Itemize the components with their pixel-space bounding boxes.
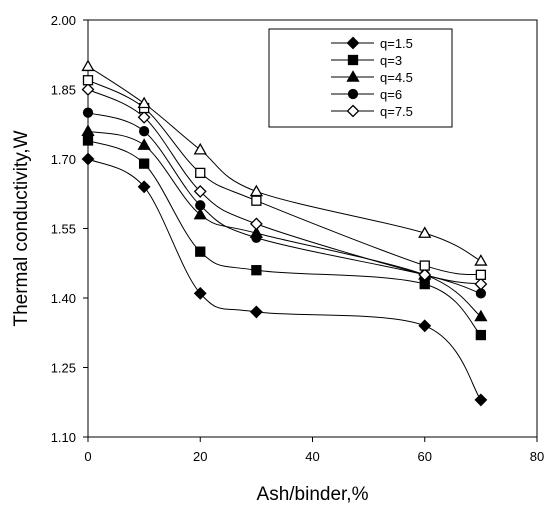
data-point-triangle-open bbox=[474, 254, 488, 266]
data-point-diamond-filled bbox=[474, 393, 488, 407]
data-point-diamond-open bbox=[81, 83, 95, 96]
legend-label: q=1.5 bbox=[380, 36, 413, 51]
series-layer bbox=[81, 59, 488, 407]
data-point-diamond-filled bbox=[418, 319, 432, 333]
legend-label: q=3 bbox=[380, 53, 402, 68]
x-tick-label: 40 bbox=[305, 449, 319, 464]
data-point-triangle-open bbox=[193, 142, 207, 155]
y-tick-label: 2.00 bbox=[51, 13, 76, 28]
data-point-square-open bbox=[475, 269, 487, 280]
x-tick-label: 20 bbox=[193, 449, 207, 464]
legend-box bbox=[268, 28, 453, 128]
data-point-triangle-open bbox=[249, 184, 263, 197]
data-point-square-filled bbox=[251, 265, 262, 276]
legend-label: q=6 bbox=[380, 87, 402, 102]
y-tick-label: 1.25 bbox=[51, 361, 76, 376]
data-point-triangle-open bbox=[418, 226, 432, 238]
data-point-triangle-filled bbox=[193, 207, 207, 220]
legend-item: q=4.5 bbox=[331, 70, 413, 85]
data-point-square-filled bbox=[347, 54, 359, 66]
legend-item: q=1.5 bbox=[331, 36, 413, 51]
data-point-diamond-filled bbox=[81, 152, 95, 166]
legend-item: q=3 bbox=[331, 53, 402, 68]
data-point-triangle-filled bbox=[474, 309, 488, 322]
data-point-diamond-open bbox=[418, 268, 432, 282]
data-point-square-open bbox=[251, 195, 262, 206]
data-point-diamond-filled bbox=[193, 286, 207, 300]
series-1 bbox=[81, 152, 488, 407]
data-point-square-filled bbox=[475, 329, 487, 341]
legend-label: q=7.5 bbox=[380, 104, 413, 119]
data-point-triangle-open bbox=[81, 59, 95, 72]
series-7 bbox=[81, 59, 488, 266]
data-point-circle-filled bbox=[347, 88, 359, 100]
data-point-circle-filled bbox=[251, 232, 262, 243]
data-point-square-filled bbox=[195, 246, 206, 257]
data-point-diamond-open bbox=[137, 110, 151, 124]
legend-item: q=7.5 bbox=[331, 104, 413, 119]
data-point-diamond-filled bbox=[137, 180, 151, 194]
data-point-triangle-open bbox=[137, 96, 151, 109]
y-tick-label: 1.70 bbox=[51, 152, 76, 167]
data-point-diamond-open bbox=[193, 185, 207, 198]
data-point-square-filled bbox=[82, 135, 94, 146]
data-point-circle-filled bbox=[195, 200, 206, 211]
data-point-circle-filled bbox=[82, 107, 94, 118]
data-point-diamond-open bbox=[474, 277, 488, 291]
y-tick-label: 1.85 bbox=[51, 83, 76, 98]
data-point-square-filled bbox=[138, 158, 150, 169]
data-point-circle-filled bbox=[138, 126, 150, 137]
data-point-triangle-filled bbox=[81, 124, 95, 136]
y-tick-label: 1.40 bbox=[51, 291, 76, 306]
data-point-diamond-filled bbox=[249, 305, 263, 319]
data-point-triangle-filled bbox=[137, 138, 151, 150]
y-axis: 1.10 1.25 1.40 1.55 1.70 1.85 2.00 bbox=[51, 13, 88, 445]
x-tick-label: 60 bbox=[418, 449, 432, 464]
series-2 bbox=[82, 135, 487, 341]
data-point-diamond-filled bbox=[346, 36, 360, 50]
data-point-square-open bbox=[82, 75, 94, 86]
legend: q=1.5 q=3 q=4.5 q=6 q=7.5 bbox=[268, 28, 453, 128]
y-tick-label: 1.10 bbox=[51, 430, 76, 445]
x-axis-title: Ash/binder,% bbox=[257, 484, 369, 505]
series-3 bbox=[81, 124, 488, 322]
legend-label: q=4.5 bbox=[380, 70, 413, 85]
data-point-diamond-open bbox=[249, 217, 263, 231]
x-axis: 0 20 40 60 80 bbox=[84, 437, 544, 464]
y-axis-title: Thermal conductivity,W bbox=[11, 130, 32, 326]
x-tick-label: 0 bbox=[84, 449, 91, 464]
data-point-diamond-open bbox=[346, 104, 360, 118]
data-point-triangle-filled bbox=[346, 70, 360, 82]
data-point-square-open bbox=[195, 167, 206, 179]
series-5 bbox=[81, 83, 488, 291]
legend-item: q=6 bbox=[331, 87, 402, 102]
data-point-square-open bbox=[419, 260, 430, 271]
y-tick-label: 1.55 bbox=[51, 222, 76, 237]
x-tick-label: 80 bbox=[530, 449, 544, 464]
